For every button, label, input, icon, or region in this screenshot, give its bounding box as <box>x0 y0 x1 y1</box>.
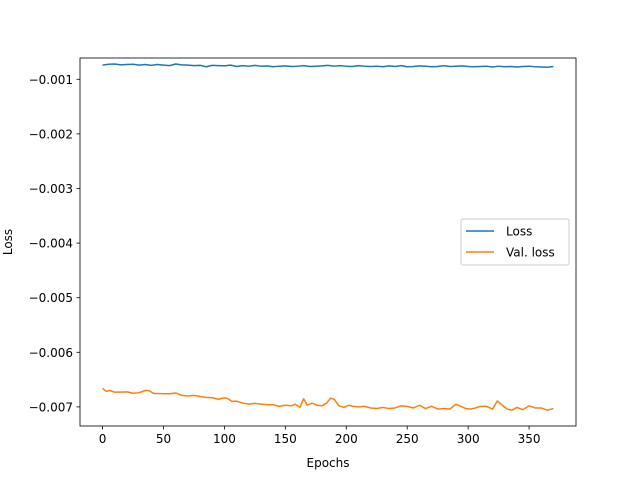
legend: Loss Val. loss <box>460 218 570 266</box>
x-tick-label: 250 <box>396 432 419 446</box>
y-tick-label: −0.001 <box>29 73 73 87</box>
x-tick-label: 150 <box>274 432 297 446</box>
legend-label-1: Loss <box>506 225 532 239</box>
x-axis-ticks: 0 50 100 150 200 250 300 350 <box>99 426 541 446</box>
x-tick-label: 300 <box>457 432 480 446</box>
x-tick-label: 200 <box>335 432 358 446</box>
y-axis-ticks: −0.001 −0.002 −0.003 −0.004 −0.005 −0.006 −0.0… <box>29 73 80 414</box>
series-line-2 <box>102 387 554 411</box>
legend-label-2: Val. loss <box>506 246 555 260</box>
y-tick-label: −0.002 <box>29 127 73 141</box>
x-tick-label: 100 <box>213 432 236 446</box>
series-layer <box>102 63 554 411</box>
x-tick-label: 0 <box>99 432 107 446</box>
x-axis-label: Epochs <box>307 456 350 470</box>
x-tick-label: 350 <box>518 432 541 446</box>
x-tick-label: 50 <box>156 432 171 446</box>
series-line-1 <box>102 63 554 69</box>
y-tick-label: −0.004 <box>29 237 73 251</box>
y-axis-label: Loss <box>1 229 15 255</box>
plot-frame <box>79 57 577 427</box>
y-tick-label: −0.005 <box>29 291 73 305</box>
y-tick-label: −0.006 <box>29 346 73 360</box>
y-tick-label: −0.007 <box>29 400 73 414</box>
y-tick-label: −0.003 <box>29 182 73 196</box>
